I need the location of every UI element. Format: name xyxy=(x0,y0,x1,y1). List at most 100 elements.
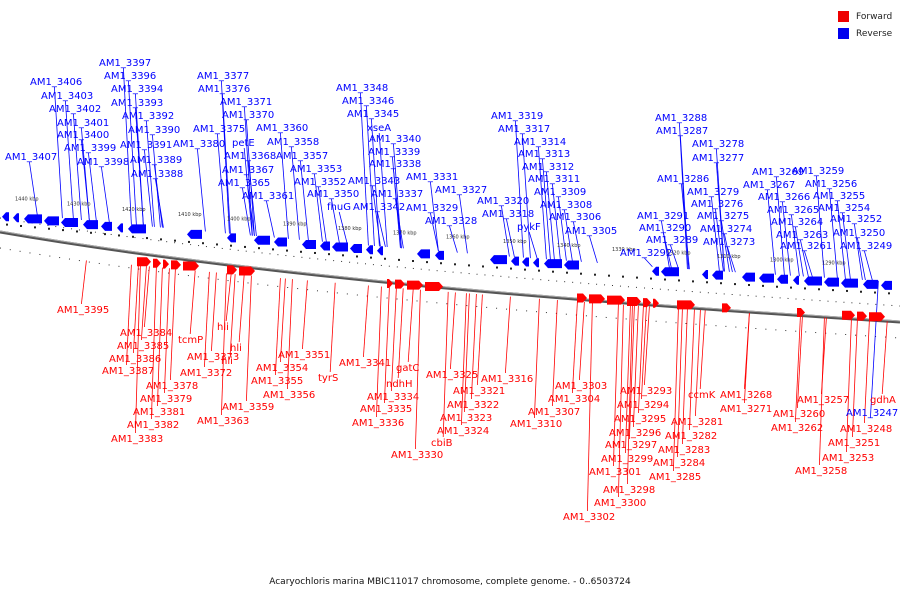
forward-gene-label[interactable]: AM1_3248 xyxy=(840,424,892,435)
reverse-gene-label[interactable]: AM1_3353 xyxy=(290,164,342,175)
reverse-gene-arrow[interactable] xyxy=(661,267,679,277)
reverse-gene-label[interactable]: AM1_3402 xyxy=(49,104,101,115)
reverse-gene-label[interactable]: AM1_3261 xyxy=(780,241,832,252)
forward-gene-arrow[interactable] xyxy=(163,259,169,269)
forward-gene-label[interactable]: ndhH xyxy=(386,379,413,390)
forward-gene-label[interactable]: gatC xyxy=(396,363,419,374)
forward-gene-label[interactable]: AM1_3382 xyxy=(127,420,179,431)
reverse-gene-label[interactable]: AM1_3291 xyxy=(637,211,689,222)
forward-gene-label[interactable]: hli xyxy=(230,343,242,354)
forward-gene-label[interactable]: AM1_3260 xyxy=(773,409,825,420)
reverse-gene-label[interactable]: AM1_3277 xyxy=(692,153,744,164)
forward-gene-arrow[interactable] xyxy=(395,279,405,289)
reverse-gene-label[interactable]: AM1_3252 xyxy=(830,214,882,225)
reverse-gene-label[interactable]: AM1_3314 xyxy=(514,137,566,148)
reverse-gene-label[interactable]: AM1_3343 xyxy=(348,176,400,187)
reverse-gene-label[interactable]: AM1_3361 xyxy=(242,191,294,202)
forward-gene-label[interactable]: AM1_3253 xyxy=(822,453,874,464)
forward-gene-label[interactable]: AM1_3301 xyxy=(589,467,641,478)
reverse-gene-arrow[interactable] xyxy=(274,237,287,247)
reverse-gene-arrow[interactable] xyxy=(742,272,755,282)
reverse-gene-label[interactable]: AM1_3401 xyxy=(57,118,109,129)
reverse-gene-arrow[interactable] xyxy=(417,249,430,259)
forward-gene-label[interactable]: AM1_3325 xyxy=(426,370,478,381)
reverse-gene-arrow[interactable] xyxy=(544,259,562,269)
forward-gene-label[interactable]: AM1_3356 xyxy=(263,390,315,401)
forward-gene-label[interactable]: AM1_3355 xyxy=(251,376,303,387)
reverse-gene-label[interactable]: AM1_3389 xyxy=(130,155,182,166)
forward-gene-label[interactable]: AM1_3283 xyxy=(658,445,710,456)
forward-gene-label[interactable]: AM1_3298 xyxy=(603,485,655,496)
reverse-gene-label[interactable]: xseA xyxy=(367,123,391,134)
forward-gene-arrow[interactable] xyxy=(607,295,625,305)
forward-gene-label[interactable]: AM1_3386 xyxy=(109,354,161,365)
reverse-gene-label[interactable]: AM1_3318 xyxy=(482,209,534,220)
reverse-gene-arrow[interactable] xyxy=(841,278,858,288)
forward-gene-arrow[interactable] xyxy=(842,310,855,320)
forward-gene-label[interactable]: AM1_3281 xyxy=(671,417,723,428)
reverse-gene-label[interactable]: AM1_3331 xyxy=(406,172,458,183)
reverse-gene-label[interactable]: AM1_3279 xyxy=(687,187,739,198)
reverse-gene-label[interactable]: AM1_3403 xyxy=(41,91,93,102)
forward-gene-arrow[interactable] xyxy=(643,298,651,308)
reverse-gene-label[interactable]: AM1_3406 xyxy=(30,77,82,88)
forward-gene-label[interactable]: AM1_3387 xyxy=(102,366,154,377)
reverse-gene-label[interactable]: AM1_3338 xyxy=(369,159,421,170)
reverse-gene-label[interactable]: AM1_3269 xyxy=(752,167,804,178)
forward-gene-label[interactable]: AM1_3341 xyxy=(339,358,391,369)
forward-gene-arrow[interactable] xyxy=(153,258,161,268)
reverse-gene-arrow[interactable] xyxy=(24,214,42,224)
reverse-gene-arrow[interactable] xyxy=(117,223,123,233)
reverse-gene-label[interactable]: AM1_3394 xyxy=(111,84,163,95)
reverse-gene-arrow[interactable] xyxy=(227,233,236,243)
reverse-gene-label[interactable]: AM1_3263 xyxy=(776,230,828,241)
reverse-gene-arrow[interactable] xyxy=(2,212,9,222)
reverse-gene-label[interactable]: AM1_3255 xyxy=(813,191,865,202)
reverse-gene-label[interactable]: fhuG xyxy=(327,202,351,213)
reverse-gene-arrow[interactable] xyxy=(128,224,146,234)
forward-gene-label[interactable]: AM1_3257 xyxy=(797,395,849,406)
reverse-gene-label[interactable]: AM1_3309 xyxy=(534,187,586,198)
forward-gene-arrow[interactable] xyxy=(137,257,151,267)
reverse-gene-arrow[interactable] xyxy=(302,239,316,249)
forward-gene-label[interactable]: AM1_3295 xyxy=(614,414,666,425)
reverse-gene-arrow[interactable] xyxy=(13,213,19,223)
reverse-gene-label[interactable]: AM1_3267 xyxy=(743,180,795,191)
forward-gene-label[interactable]: AM1_3303 xyxy=(555,381,607,392)
forward-gene-label[interactable]: AM1_3304 xyxy=(548,394,600,405)
forward-gene-label[interactable]: gdhA xyxy=(870,395,896,406)
reverse-gene-label[interactable]: AM1_3348 xyxy=(336,83,388,94)
reverse-gene-label[interactable]: AM1_3397 xyxy=(99,58,151,69)
reverse-gene-arrow[interactable] xyxy=(881,280,892,290)
reverse-gene-arrow[interactable] xyxy=(435,250,444,260)
forward-gene-label[interactable]: AM1_3373 xyxy=(187,352,239,363)
reverse-gene-label[interactable]: AM1_3308 xyxy=(540,200,592,211)
forward-gene-label[interactable]: AM1_3354 xyxy=(256,363,308,374)
reverse-gene-label[interactable]: AM1_3350 xyxy=(307,189,359,200)
reverse-gene-label[interactable]: AM1_3399 xyxy=(64,143,116,154)
reverse-gene-label[interactable]: AM1_3305 xyxy=(565,226,617,237)
reverse-gene-label[interactable]: pykF xyxy=(517,222,541,233)
reverse-gene-arrow[interactable] xyxy=(511,256,519,266)
forward-gene-label[interactable]: AM1_3385 xyxy=(117,341,169,352)
forward-gene-label[interactable]: AM1_3335 xyxy=(360,404,412,415)
reverse-gene-label[interactable]: AM1_3367 xyxy=(222,165,274,176)
reverse-gene-label[interactable]: AM1_3407 xyxy=(5,152,57,163)
reverse-gene-arrow[interactable] xyxy=(366,245,373,255)
forward-gene-label[interactable]: hli xyxy=(221,356,233,367)
reverse-gene-label[interactable]: AM1_3398 xyxy=(77,157,129,168)
reverse-gene-label[interactable]: AM1_3327 xyxy=(435,185,487,196)
reverse-gene-label[interactable]: AM1_3311 xyxy=(528,174,580,185)
reverse-gene-arrow[interactable] xyxy=(44,216,59,226)
reverse-gene-label[interactable]: AM1_3250 xyxy=(833,228,885,239)
forward-gene-label[interactable]: AM1_3284 xyxy=(653,458,705,469)
forward-gene-label[interactable]: AM1_3381 xyxy=(133,407,185,418)
forward-gene-arrow[interactable] xyxy=(227,265,237,275)
forward-gene-label[interactable]: AM1_3383 xyxy=(111,434,163,445)
reverse-gene-label[interactable]: AM1_3377 xyxy=(197,71,249,82)
reverse-gene-arrow[interactable] xyxy=(61,218,78,228)
forward-gene-label[interactable]: AM1_3300 xyxy=(594,498,646,509)
reverse-gene-arrow[interactable] xyxy=(490,255,507,265)
reverse-gene-label[interactable]: AM1_3400 xyxy=(57,130,109,141)
reverse-gene-label[interactable]: AM1_3290 xyxy=(639,223,691,234)
